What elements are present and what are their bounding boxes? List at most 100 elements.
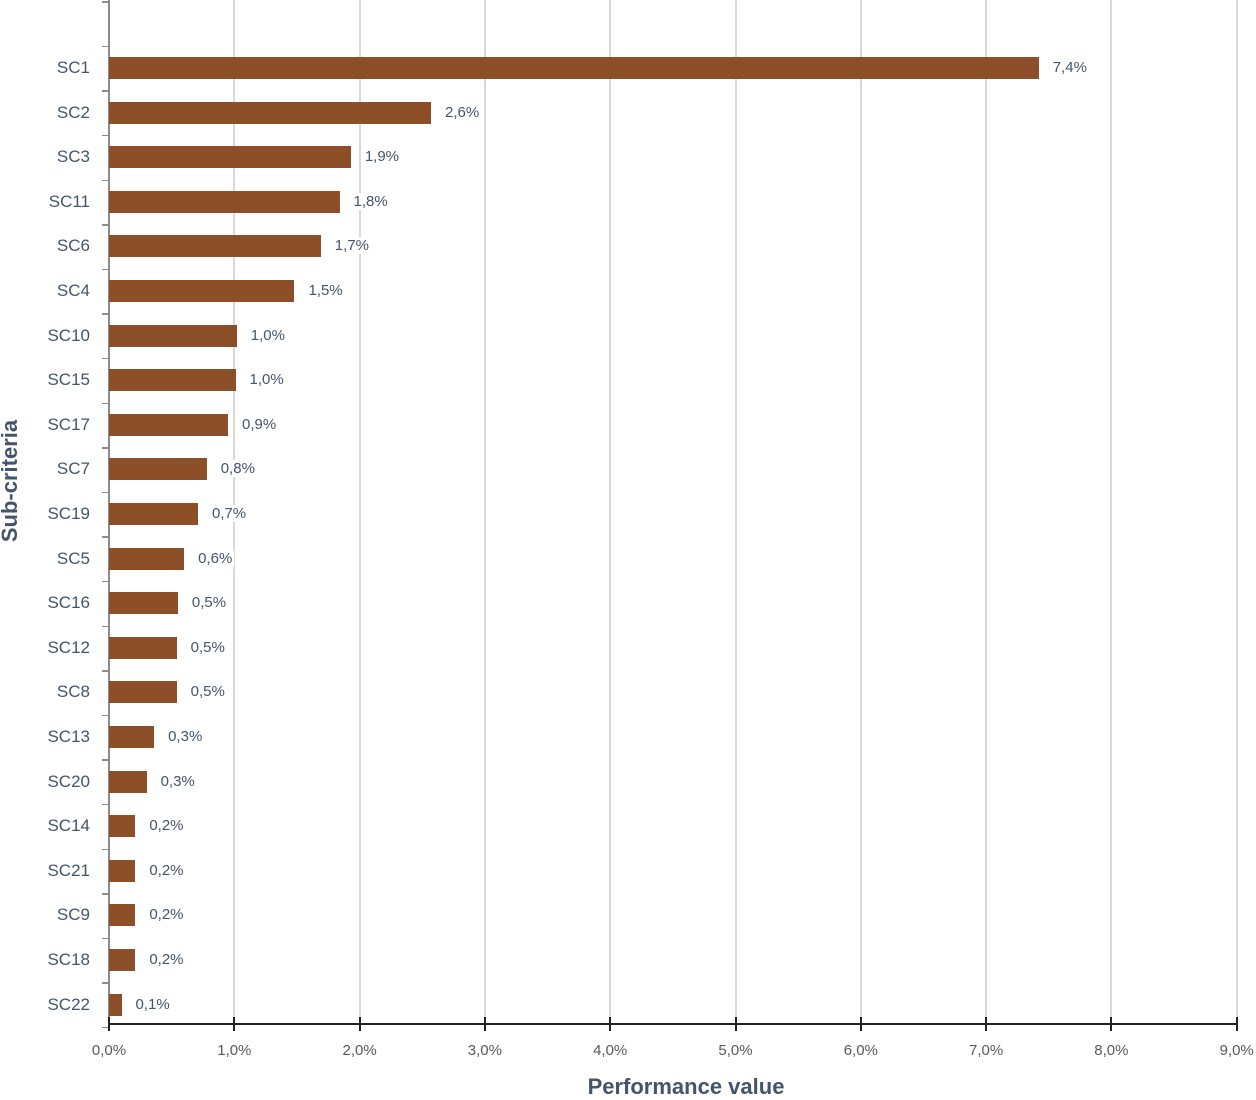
x-tick-label: 7,0% [968, 1042, 1004, 1059]
y-tick-mark [102, 1026, 109, 1029]
x-axis-line [108, 1023, 1238, 1025]
category-label: SC18 [47, 950, 90, 969]
y-tick-mark [102, 402, 109, 404]
x-tick-label: 2,0% [342, 1042, 377, 1059]
data-label: 0,5% [188, 683, 227, 701]
y-tick-mark [102, 90, 109, 92]
y-tick-mark [102, 224, 109, 226]
bar [109, 101, 432, 124]
x-tick-mark [483, 1017, 486, 1031]
y-tick-mark [102, 670, 109, 672]
x-tick-mark [859, 1017, 862, 1031]
data-label: 0,8% [218, 460, 257, 478]
y-tick-mark [102, 759, 109, 761]
bar [109, 458, 207, 481]
y-tick-mark [102, 803, 109, 806]
x-axis-title: Performance value [587, 1074, 785, 1099]
gridline [985, 0, 988, 1024]
category-label: SC9 [56, 905, 90, 925]
x-tick-label: 0,0% [91, 1042, 127, 1059]
category-label: SC6 [56, 236, 90, 256]
bar [109, 949, 136, 971]
y-tick-mark [102, 714, 109, 717]
y-tick-mark [102, 1, 109, 3]
data-label: 0,2% [147, 906, 186, 924]
bar [109, 324, 237, 347]
category-label: SC10 [47, 325, 90, 345]
bar [109, 190, 340, 213]
bar [109, 57, 1039, 79]
data-label: 0,6% [196, 549, 235, 567]
gridline [358, 0, 361, 1024]
x-tick-label: 3,0% [467, 1042, 502, 1059]
bar [109, 993, 122, 1016]
bar [109, 770, 147, 793]
data-label: 0,3% [166, 728, 205, 745]
gridline [609, 0, 612, 1024]
data-label: 1,0% [248, 326, 287, 344]
x-tick-label: 1,0% [217, 1042, 252, 1059]
bar [109, 503, 198, 525]
data-label: 7,4% [1050, 59, 1089, 76]
y-tick-mark [102, 313, 109, 315]
y-tick-mark [102, 893, 109, 895]
category-label: SC12 [47, 637, 90, 657]
gridline [1110, 0, 1113, 1024]
data-label: 1,9% [362, 148, 402, 166]
data-label: 1,5% [306, 282, 345, 299]
bar [109, 547, 185, 570]
category-label: SC4 [56, 281, 90, 300]
y-tick-mark [102, 447, 109, 449]
x-tick-mark [985, 1017, 988, 1031]
category-label: SC21 [47, 860, 90, 880]
bar [109, 636, 177, 659]
x-tick-mark [609, 1017, 612, 1031]
y-axis-line [108, 0, 110, 1024]
y-tick-mark [102, 536, 109, 538]
category-label: SC8 [56, 682, 90, 702]
y-tick-mark [102, 937, 109, 940]
data-label: 0,7% [209, 505, 249, 522]
category-label: SC3 [56, 147, 90, 167]
bar [109, 726, 155, 748]
gridline [859, 0, 862, 1024]
data-label: 1,8% [351, 192, 390, 210]
x-tick-mark [358, 1017, 361, 1031]
bar [109, 859, 136, 882]
category-label: SC20 [47, 771, 90, 791]
category-label: SC16 [47, 593, 90, 613]
y-tick-mark [102, 491, 109, 494]
bar [109, 369, 236, 392]
x-tick-label: 8,0% [1094, 1042, 1129, 1059]
x-tick-label: 9,0% [1219, 1042, 1254, 1059]
x-tick-label: 5,0% [718, 1042, 753, 1059]
category-label: SC19 [47, 504, 90, 523]
bar [109, 815, 136, 838]
bar [109, 592, 178, 615]
x-tick-label: 6,0% [843, 1042, 878, 1059]
category-label: SC22 [47, 994, 90, 1014]
x-tick-label: 4,0% [593, 1042, 628, 1059]
data-label: 2,6% [443, 103, 482, 121]
bar [109, 681, 177, 704]
y-tick-mark [102, 625, 109, 627]
data-label: 1,7% [332, 237, 371, 255]
y-tick-mark [102, 357, 109, 360]
category-label: SC15 [47, 370, 90, 390]
data-label: 0,2% [147, 817, 186, 835]
category-label: SC1 [56, 58, 90, 77]
y-tick-mark [102, 134, 109, 137]
data-label: 0,2% [147, 861, 186, 879]
x-tick-mark [108, 1017, 110, 1031]
bar [109, 413, 229, 436]
x-tick-mark [233, 1017, 236, 1031]
data-label: 0,5% [188, 638, 227, 656]
y-tick-mark [102, 580, 109, 583]
category-label: SC17 [47, 414, 90, 434]
data-label: 0,3% [158, 772, 197, 790]
category-label: SC7 [56, 459, 90, 479]
y-tick-mark [102, 179, 109, 181]
category-label: SC14 [47, 816, 90, 836]
y-tick-mark [102, 982, 109, 984]
